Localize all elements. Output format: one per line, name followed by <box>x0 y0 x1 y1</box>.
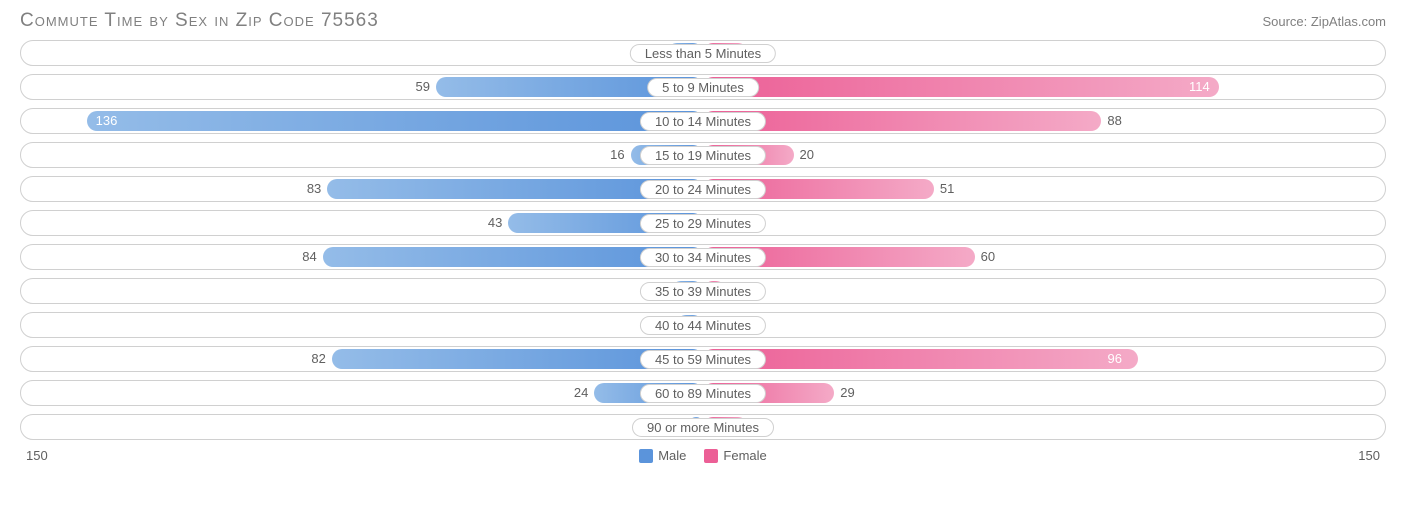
category-label: 60 to 89 Minutes <box>640 384 766 403</box>
chart-row-inner: 83 51 20 to 24 Minutes <box>24 179 1382 199</box>
chart-row-inner: 810Less than 5 Minutes <box>24 43 1382 63</box>
chart-row-inner: 59 114 5 to 9 Minutes <box>24 77 1382 97</box>
chart-row: 16 20 15 to 19 Minutes <box>20 142 1386 168</box>
legend-male-label: Male <box>658 448 686 463</box>
male-value: 136 <box>96 113 118 128</box>
chart-row: 82 96 45 to 59 Minutes <box>20 346 1386 372</box>
legend-female-label: Female <box>723 448 766 463</box>
male-value: 83 <box>307 181 321 196</box>
category-label: 30 to 34 Minutes <box>640 248 766 267</box>
legend: Male Female <box>639 448 767 463</box>
axis-left-max: 150 <box>26 448 48 463</box>
chart-row-inner: 82 96 45 to 59 Minutes <box>24 349 1382 369</box>
female-value: 114 <box>1189 79 1210 94</box>
male-value: 16 <box>610 147 624 162</box>
chart-row-inner: 24 29 60 to 89 Minutes <box>24 383 1382 403</box>
chart-row: 84 60 30 to 34 Minutes <box>20 244 1386 270</box>
chart-source: Source: ZipAtlas.com <box>1262 14 1386 29</box>
chart-row-inner: 31090 or more Minutes <box>24 417 1382 437</box>
chart-row: 6040 to 44 Minutes <box>20 312 1386 338</box>
chart-row-inner: 7535 to 39 Minutes <box>24 281 1382 301</box>
axis-right-max: 150 <box>1358 448 1380 463</box>
chart-row-inner: 43025 to 29 Minutes <box>24 213 1382 233</box>
category-label: 35 to 39 Minutes <box>640 282 766 301</box>
chart-row: 43025 to 29 Minutes <box>20 210 1386 236</box>
female-value: 29 <box>840 385 854 400</box>
female-value: 60 <box>981 249 995 264</box>
chart-row: 31090 or more Minutes <box>20 414 1386 440</box>
female-bar <box>703 349 1138 369</box>
chart-row-inner: 84 60 30 to 34 Minutes <box>24 247 1382 267</box>
male-bar <box>87 111 703 131</box>
chart-title: Commute Time by Sex in Zip Code 75563 <box>20 10 379 32</box>
category-label: 20 to 24 Minutes <box>640 180 766 199</box>
female-value: 51 <box>940 181 954 196</box>
chart-row: 83 51 20 to 24 Minutes <box>20 176 1386 202</box>
chart-row: 136 88 10 to 14 Minutes <box>20 108 1386 134</box>
category-label: 10 to 14 Minutes <box>640 112 766 131</box>
chart-row: 810Less than 5 Minutes <box>20 40 1386 66</box>
legend-item-female: Female <box>704 448 766 463</box>
male-value: 24 <box>574 385 588 400</box>
female-value: 20 <box>800 147 814 162</box>
category-label: 25 to 29 Minutes <box>640 214 766 233</box>
male-swatch-icon <box>639 449 653 463</box>
category-label: 45 to 59 Minutes <box>640 350 766 369</box>
female-value: 96 <box>1108 351 1122 366</box>
chart-footer: 150 Male Female 150 <box>20 448 1386 463</box>
chart-row-inner: 136 88 10 to 14 Minutes <box>24 111 1382 131</box>
category-label: 40 to 44 Minutes <box>640 316 766 335</box>
female-bar <box>703 77 1219 97</box>
category-label: 5 to 9 Minutes <box>647 78 759 97</box>
chart-area: 810Less than 5 Minutes 59 114 5 to 9 Minute… <box>20 40 1386 440</box>
chart-header: Commute Time by Sex in Zip Code 75563 So… <box>20 10 1386 32</box>
chart-row: 7535 to 39 Minutes <box>20 278 1386 304</box>
chart-row: 59 114 5 to 9 Minutes <box>20 74 1386 100</box>
category-label: 90 or more Minutes <box>632 418 774 437</box>
chart-row-inner: 6040 to 44 Minutes <box>24 315 1382 335</box>
legend-item-male: Male <box>639 448 686 463</box>
male-value: 84 <box>302 249 316 264</box>
category-label: 15 to 19 Minutes <box>640 146 766 165</box>
male-value: 43 <box>488 215 502 230</box>
category-label: Less than 5 Minutes <box>630 44 776 63</box>
male-value: 82 <box>311 351 325 366</box>
female-swatch-icon <box>704 449 718 463</box>
male-value: 59 <box>415 79 429 94</box>
chart-row-inner: 16 20 15 to 19 Minutes <box>24 145 1382 165</box>
female-value: 88 <box>1107 113 1121 128</box>
chart-container: Commute Time by Sex in Zip Code 75563 So… <box>0 0 1406 522</box>
chart-row: 24 29 60 to 89 Minutes <box>20 380 1386 406</box>
